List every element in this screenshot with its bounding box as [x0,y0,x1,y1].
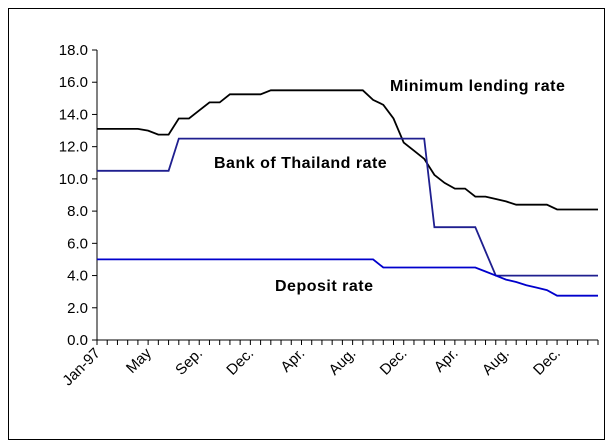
y-tick-label: 10.0 [59,171,88,188]
series-line [97,258,598,297]
series-line [97,89,598,211]
y-tick-label: 18.0 [59,42,88,59]
y-tick-label: 12.0 [59,139,88,156]
x-tick-label: Apr. [277,345,308,376]
y-tick-label: 0.0 [67,332,88,349]
annotation: Deposit rate [275,278,374,295]
y-tick-label: 8.0 [67,203,88,220]
annotation: Minimum lending rate [390,78,566,95]
x-tick-label: Dec. [530,345,564,379]
y-tick-label: 2.0 [67,300,88,317]
x-tick-label: Aug. [326,345,360,379]
y-tick-label: 4.0 [67,268,88,285]
chart-border [8,8,605,440]
x-tick-label: Jan-97 [59,345,103,389]
x-tick-label: May [123,344,155,376]
y-tick-label: 6.0 [67,235,88,252]
x-tick-label: Aug. [479,345,513,379]
annotation: Bank of Thailand rate [214,155,388,172]
x-tick-label: Dec. [377,345,411,379]
y-tick-label: 14.0 [59,106,88,123]
y-tick-label: 16.0 [59,74,88,91]
x-tick-label: Dec. [223,345,257,379]
series-line [97,137,598,277]
x-tick-label: Sep. [172,345,206,379]
x-tick-label: Apr. [431,345,462,376]
